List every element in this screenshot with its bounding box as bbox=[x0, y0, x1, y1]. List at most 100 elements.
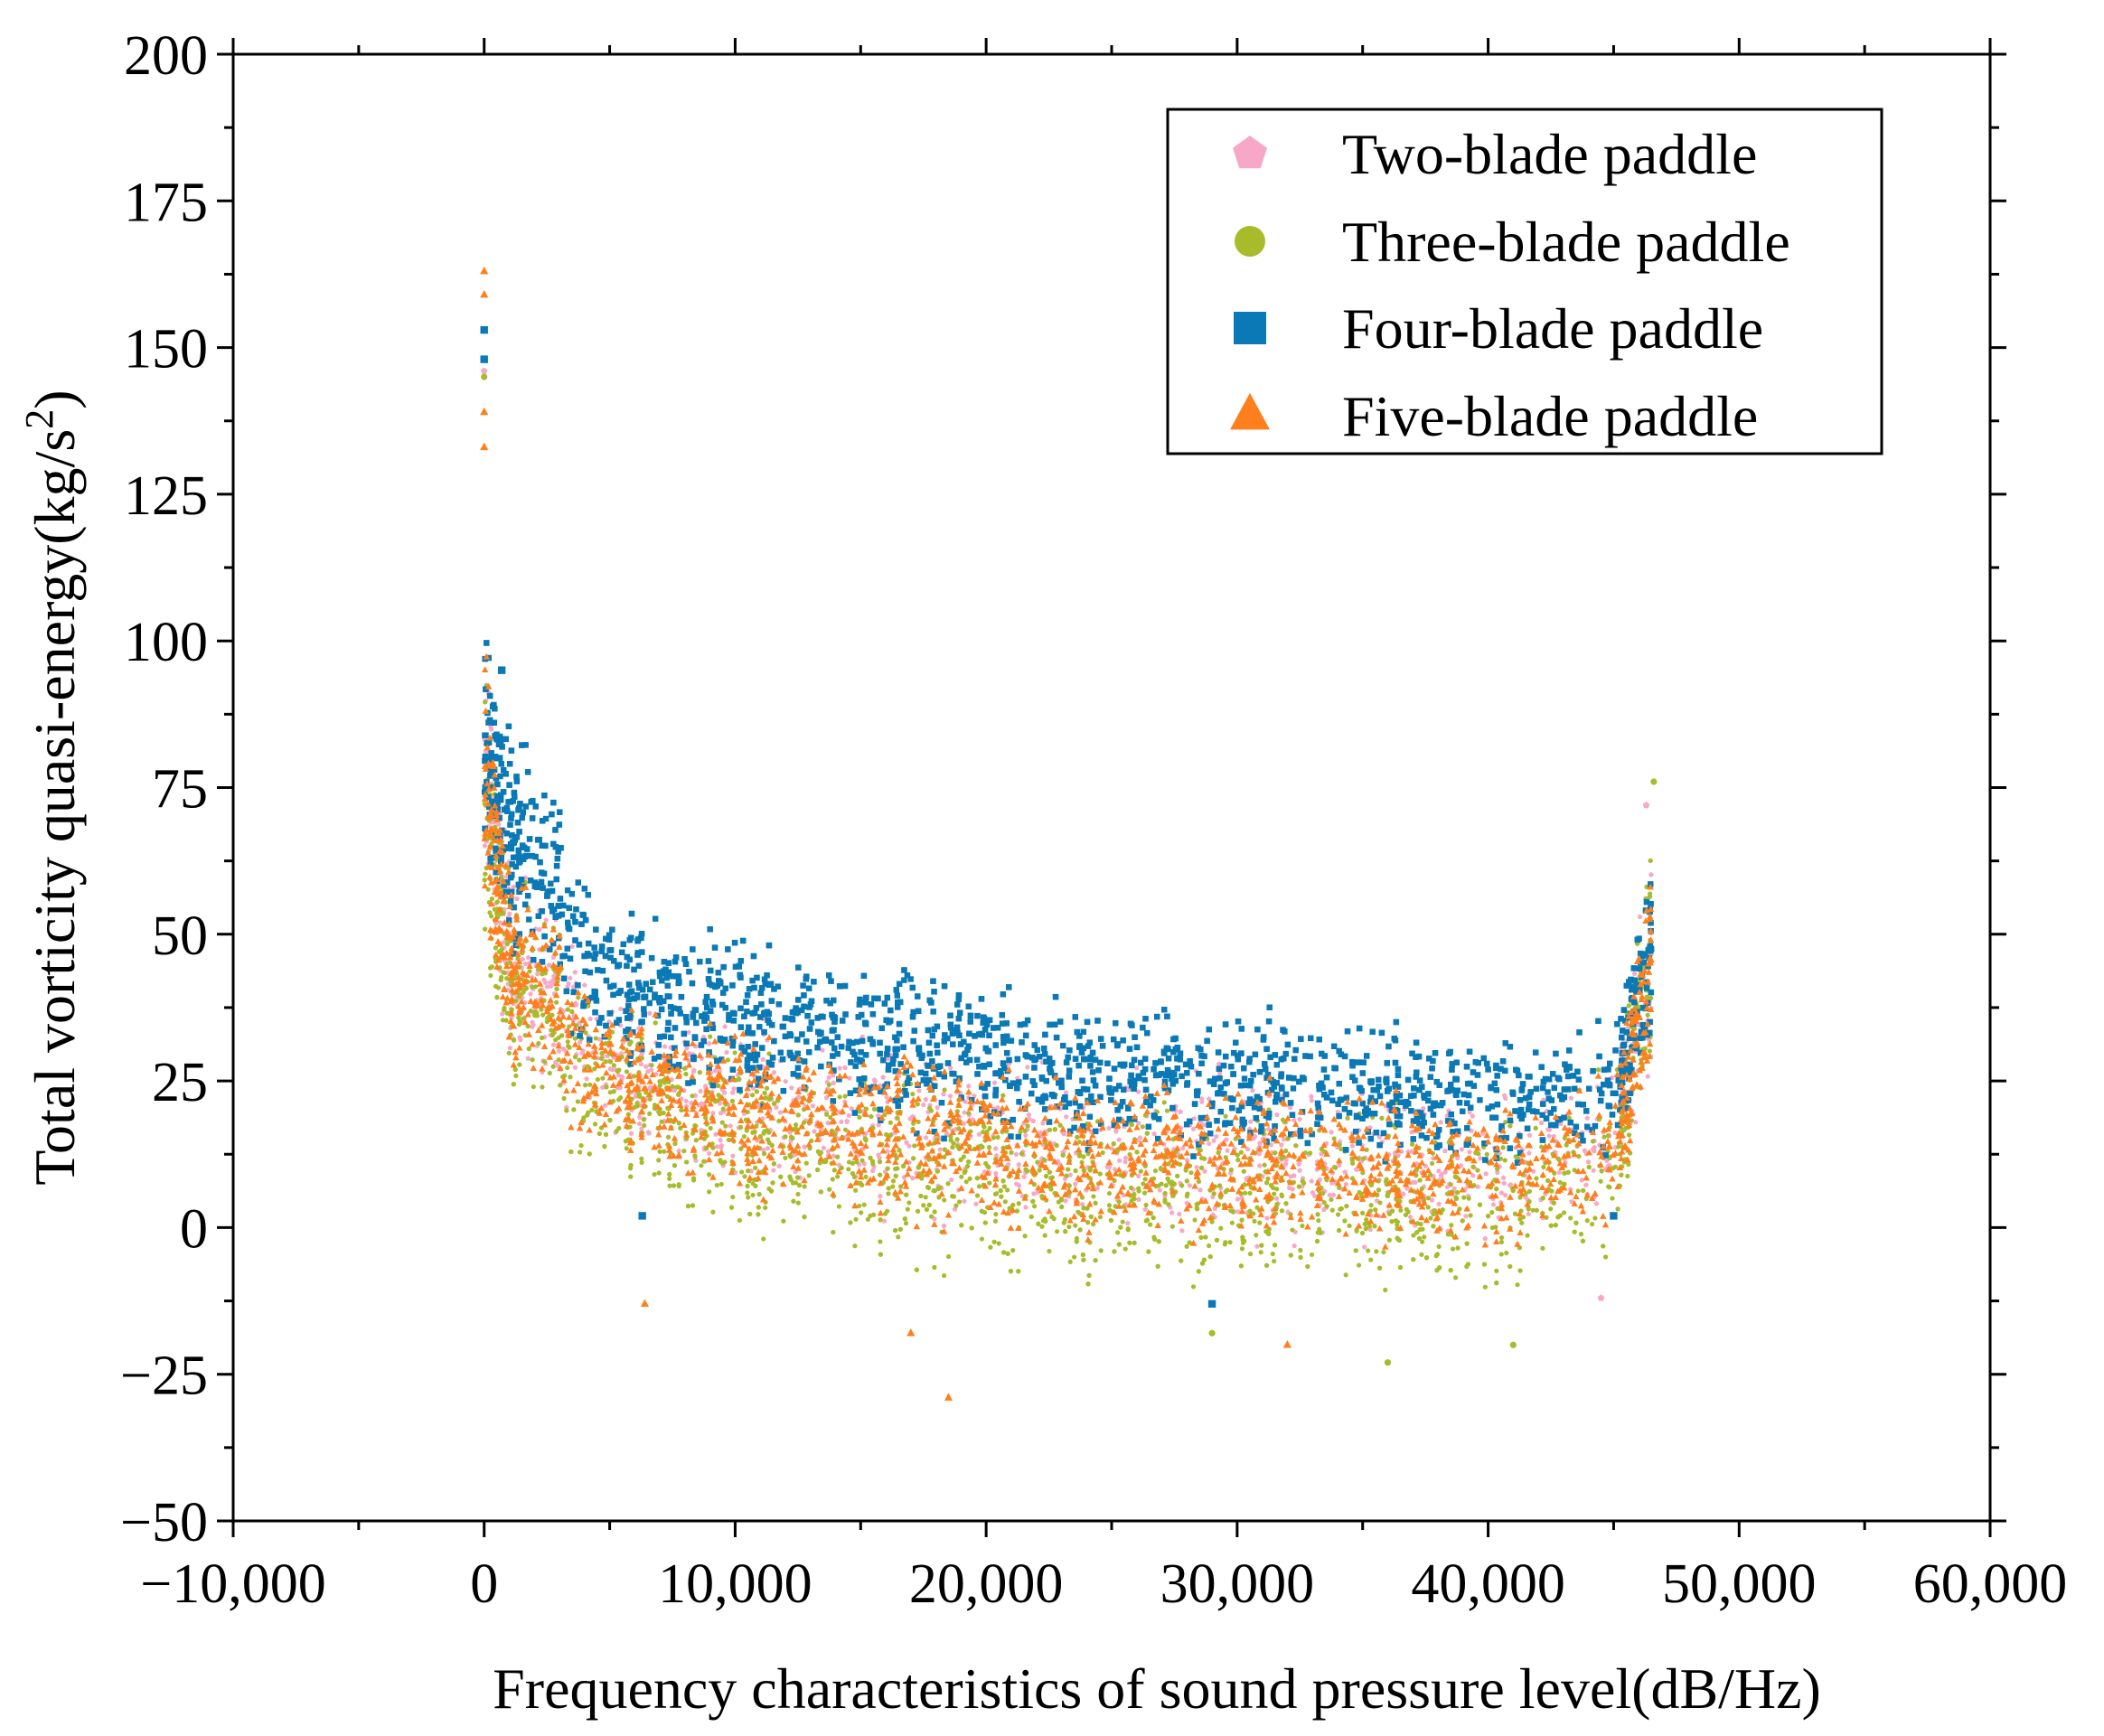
data-point bbox=[560, 1046, 567, 1052]
data-point bbox=[825, 1149, 831, 1154]
data-point bbox=[1023, 1132, 1029, 1138]
data-point bbox=[1605, 1133, 1611, 1139]
data-point bbox=[1449, 1223, 1454, 1228]
data-point bbox=[1279, 1208, 1285, 1214]
data-point bbox=[554, 999, 559, 1005]
data-point bbox=[1395, 1219, 1400, 1225]
data-point bbox=[670, 1084, 675, 1089]
data-point bbox=[1300, 1223, 1305, 1229]
data-point bbox=[572, 1065, 578, 1070]
data-point bbox=[556, 1048, 562, 1054]
data-point bbox=[1434, 1252, 1441, 1257]
data-point bbox=[1230, 1209, 1235, 1215]
data-point bbox=[1106, 1190, 1113, 1196]
data-point bbox=[771, 1069, 777, 1075]
data-point bbox=[750, 1093, 756, 1098]
data-point bbox=[1367, 1124, 1373, 1131]
data-point bbox=[575, 1099, 581, 1104]
data-point bbox=[910, 1092, 916, 1097]
data-point bbox=[982, 1124, 987, 1130]
data-point bbox=[1170, 1193, 1176, 1198]
data-point bbox=[497, 920, 503, 925]
data-point bbox=[686, 1029, 691, 1035]
data-point bbox=[1450, 1246, 1456, 1252]
data-point-outlier bbox=[1597, 1294, 1605, 1301]
data-point bbox=[857, 1109, 863, 1114]
data-point bbox=[789, 1084, 794, 1091]
data-point bbox=[969, 1225, 974, 1231]
data-point bbox=[1448, 1268, 1453, 1273]
data-point bbox=[698, 1088, 703, 1093]
data-point bbox=[878, 1239, 883, 1244]
data-point bbox=[959, 1174, 964, 1179]
data-point bbox=[569, 943, 575, 949]
data-point bbox=[1398, 1207, 1404, 1213]
data-point bbox=[928, 1214, 935, 1219]
data-point bbox=[603, 1131, 609, 1137]
data-point bbox=[1279, 1192, 1284, 1197]
data-point bbox=[667, 1176, 672, 1181]
data-point bbox=[1463, 1213, 1469, 1219]
data-point bbox=[1235, 1196, 1241, 1202]
data-point bbox=[1647, 1048, 1652, 1054]
data-point bbox=[1489, 1225, 1495, 1231]
data-point bbox=[924, 1206, 930, 1212]
data-point bbox=[728, 1205, 735, 1210]
data-point bbox=[636, 1093, 643, 1099]
data-point bbox=[1061, 1220, 1066, 1225]
data-point bbox=[717, 1068, 722, 1074]
data-point bbox=[1031, 1204, 1038, 1209]
data-point bbox=[1136, 1196, 1141, 1202]
data-point bbox=[935, 1168, 940, 1174]
data-point bbox=[1479, 1131, 1486, 1136]
data-point bbox=[1273, 1150, 1278, 1156]
data-point bbox=[1184, 1243, 1189, 1249]
data-point bbox=[1452, 1275, 1459, 1281]
data-point bbox=[1235, 1157, 1241, 1163]
data-point bbox=[1026, 1112, 1032, 1117]
data-point bbox=[1526, 1132, 1533, 1138]
data-point bbox=[716, 1093, 721, 1098]
data-point bbox=[803, 1160, 809, 1166]
data-point bbox=[647, 1096, 653, 1102]
data-point bbox=[547, 1070, 552, 1076]
data-point bbox=[1263, 1262, 1270, 1268]
data-point bbox=[495, 821, 502, 827]
data-point bbox=[603, 1059, 608, 1065]
data-point bbox=[1223, 1113, 1228, 1119]
data-point bbox=[531, 1084, 536, 1090]
data-point bbox=[842, 1093, 848, 1099]
data-point bbox=[1187, 1182, 1193, 1188]
data-point bbox=[1185, 1191, 1190, 1196]
data-point bbox=[1601, 1243, 1606, 1249]
data-point bbox=[706, 1150, 712, 1156]
data-point bbox=[1598, 1178, 1603, 1184]
data-point bbox=[986, 1164, 991, 1170]
data-point bbox=[1005, 1187, 1010, 1193]
data-point bbox=[1081, 1206, 1086, 1211]
data-point bbox=[1422, 1234, 1427, 1240]
data-point bbox=[1064, 1173, 1069, 1178]
data-point bbox=[719, 1142, 725, 1148]
data-point bbox=[723, 1123, 728, 1129]
data-point-outlier bbox=[481, 373, 488, 380]
data-point bbox=[1073, 1223, 1078, 1228]
data-point bbox=[546, 962, 552, 968]
data-point bbox=[916, 1165, 921, 1170]
data-point bbox=[796, 1182, 803, 1188]
data-point bbox=[1001, 1184, 1007, 1189]
data-point bbox=[540, 1035, 545, 1041]
data-point bbox=[710, 1209, 716, 1215]
data-point bbox=[982, 1220, 988, 1225]
data-point bbox=[923, 1195, 928, 1200]
data-point bbox=[1526, 1206, 1531, 1212]
data-point bbox=[1077, 1227, 1083, 1233]
data-point bbox=[1063, 1197, 1068, 1204]
data-point bbox=[992, 1191, 999, 1196]
data-point bbox=[1274, 1112, 1280, 1117]
data-point bbox=[1566, 1115, 1572, 1121]
data-point bbox=[1451, 1186, 1457, 1191]
data-point bbox=[966, 1111, 972, 1116]
data-point bbox=[504, 976, 510, 981]
data-point bbox=[616, 1097, 622, 1103]
